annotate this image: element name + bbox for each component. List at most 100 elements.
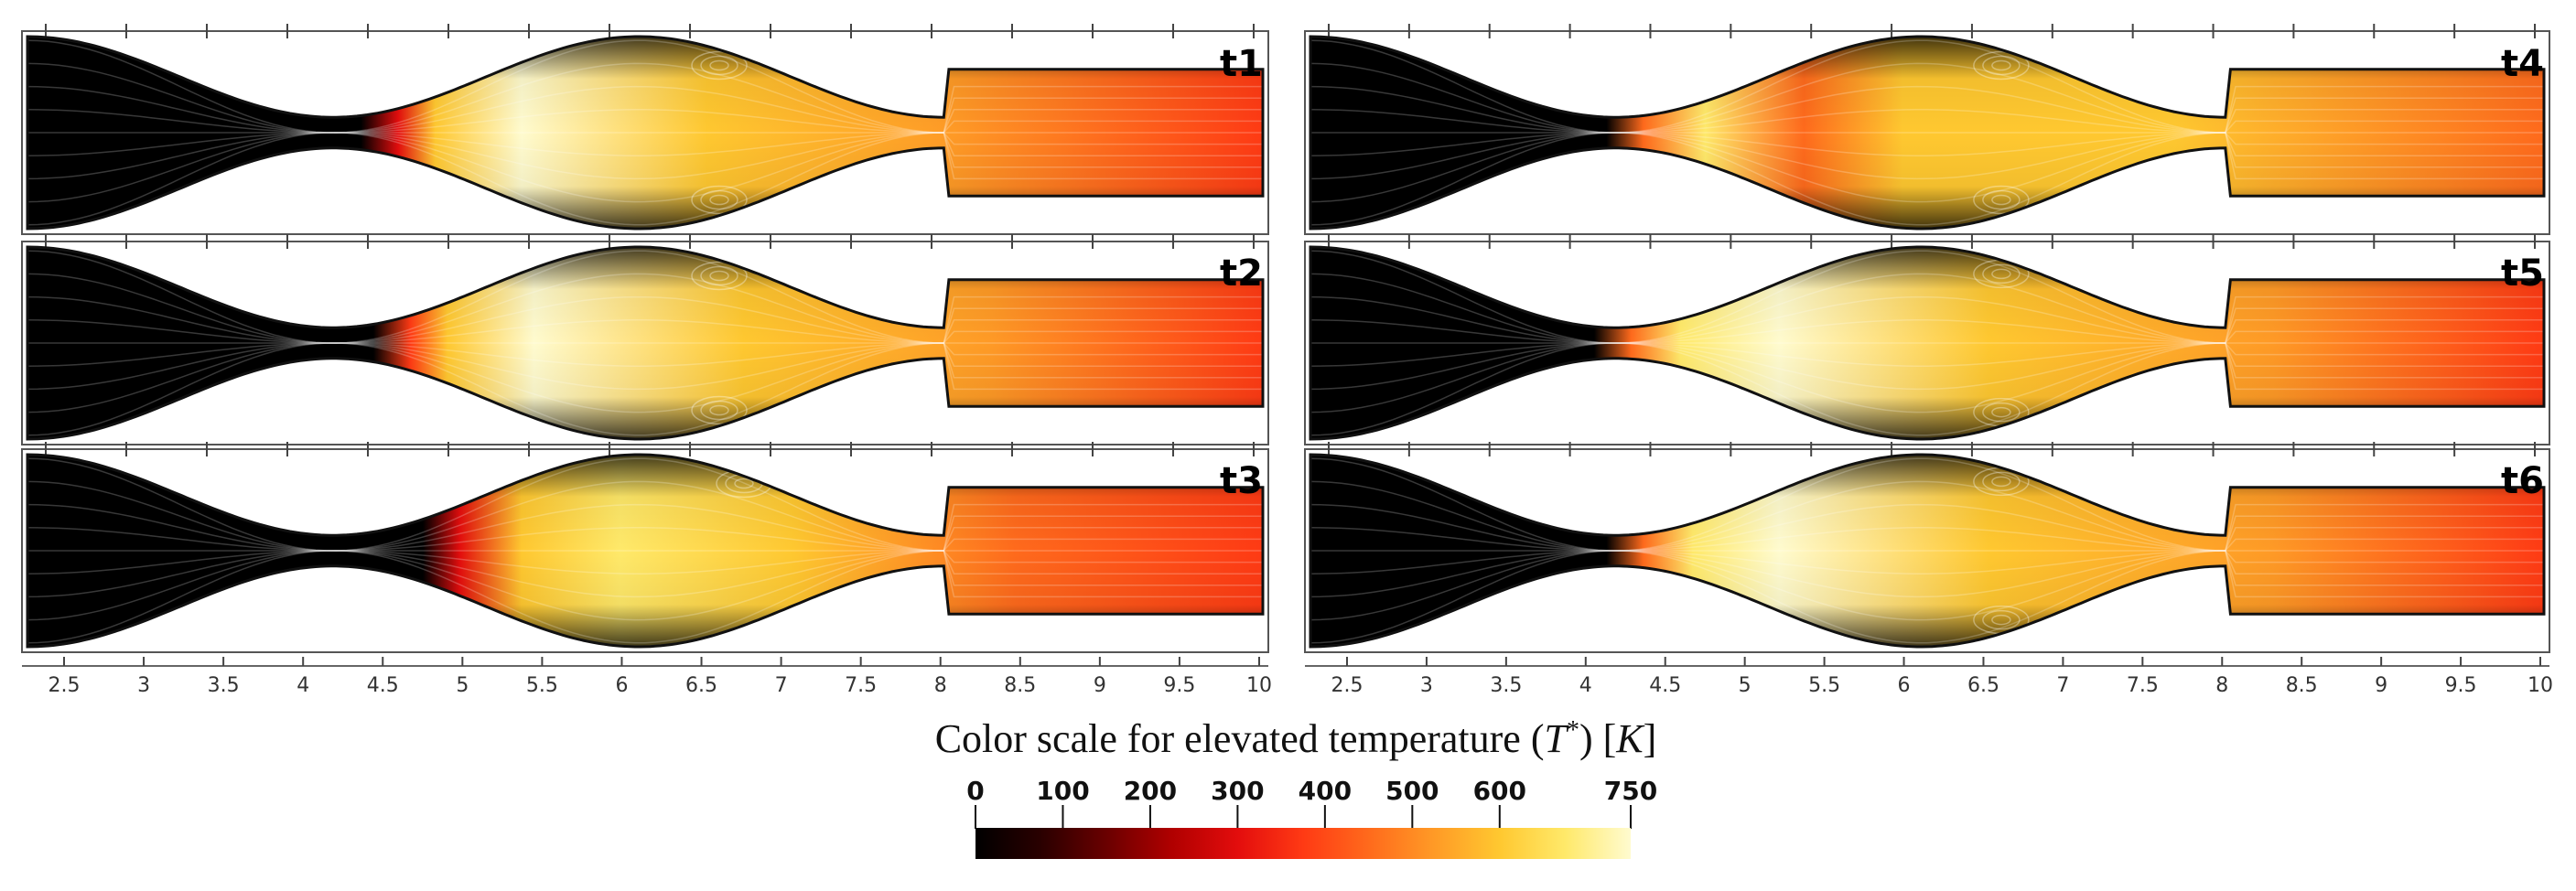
streamline bbox=[1310, 62, 2544, 134]
panel-frame bbox=[21, 241, 1269, 446]
simulation-panel-t2 bbox=[21, 234, 1269, 446]
streamline bbox=[27, 342, 1263, 436]
legend-tick-label: 500 bbox=[1385, 776, 1439, 806]
axis-tick-label: 3.5 bbox=[208, 674, 240, 697]
axis-tick-label: 8.5 bbox=[2286, 674, 2318, 697]
axis-tick-label: 7 bbox=[2056, 674, 2069, 697]
streamline bbox=[1310, 527, 2544, 552]
streamline bbox=[27, 342, 1263, 413]
recirculation-eddy bbox=[332, 472, 390, 502]
streamline bbox=[27, 457, 1263, 552]
streamline bbox=[27, 550, 1263, 598]
panel-label-t1: t1 bbox=[1220, 43, 1263, 85]
legend-color-bar bbox=[975, 828, 1631, 859]
recirculation-eddy bbox=[709, 59, 729, 71]
panel-label-t5: t5 bbox=[2501, 252, 2544, 295]
recirculation-eddy bbox=[700, 265, 738, 286]
streamline bbox=[27, 273, 1263, 344]
axis-tick-label: 10 bbox=[2527, 674, 2553, 697]
recirculation-eddy bbox=[1982, 471, 2021, 492]
simulation-panel-t3 bbox=[21, 442, 1269, 653]
x-axis-left: 2.5 3 3.5 4 4.5 5 5.5 6 6.5 7 7.5 8 8.5 9 9.5 10 bbox=[22, 657, 1272, 697]
axis-tick-label: 3.5 bbox=[1490, 674, 1522, 697]
streamline bbox=[27, 250, 1263, 344]
recirculation-eddy bbox=[1991, 406, 2011, 418]
recirculation-eddy bbox=[341, 477, 381, 498]
recirculation-eddy bbox=[1973, 50, 2030, 81]
recirculation-eddy bbox=[1991, 194, 2011, 206]
recirculation-eddy bbox=[1991, 614, 2011, 626]
simulation-panel-t5 bbox=[1304, 234, 2550, 446]
axis-tick-label: 8.5 bbox=[1004, 674, 1036, 697]
streamline bbox=[1310, 342, 2544, 367]
temperature-field bbox=[1310, 37, 2544, 229]
streamline bbox=[27, 319, 1263, 344]
legend-tick-label: 400 bbox=[1299, 776, 1352, 806]
recirculation-eddy bbox=[734, 478, 754, 489]
streamline bbox=[1310, 319, 2544, 344]
axis-tick-label: 9.5 bbox=[1163, 674, 1195, 697]
recirculation-eddy bbox=[292, 55, 331, 76]
streamline bbox=[1310, 480, 2544, 552]
recirculation-eddy bbox=[320, 261, 377, 291]
streamline bbox=[1310, 503, 2544, 552]
axis-tick-label: 6 bbox=[1898, 674, 1911, 697]
panel-frame bbox=[1304, 448, 2550, 653]
recirculation-eddy bbox=[283, 185, 340, 215]
axis-tick-label: 6 bbox=[615, 674, 628, 697]
recirculation-eddy bbox=[350, 481, 372, 493]
panel-label-t4: t4 bbox=[2501, 43, 2544, 85]
streamline bbox=[1310, 550, 2544, 574]
channel-wall bbox=[1309, 35, 2546, 231]
axis-tick-label: 10 bbox=[1246, 674, 1272, 697]
recirculation-eddy bbox=[320, 395, 377, 425]
right-panel-column: 2.5 3 3.5 4 4.5 5 5.5 6 6.5 7 7.5 8 8.5 9 9.5 10 bbox=[1304, 24, 2553, 697]
axis-tick-label: 4 bbox=[1579, 674, 1592, 697]
streamline bbox=[1310, 132, 2544, 156]
temperature-field bbox=[27, 455, 1263, 647]
legend-tick-label: 750 bbox=[1604, 776, 1657, 806]
panel-label-t6: t6 bbox=[2501, 460, 2544, 502]
legend-tick-labels: 0 100 200 300 400 500 600 750 bbox=[966, 776, 1657, 829]
axis-tick-label: 2.5 bbox=[49, 674, 81, 697]
streamline bbox=[1310, 273, 2544, 344]
panel-frame bbox=[21, 448, 1269, 653]
streamline bbox=[27, 550, 1263, 621]
axis-tick-label: 5 bbox=[456, 674, 469, 697]
channel-wall bbox=[26, 35, 1265, 231]
axis-tick-label: 7.5 bbox=[2127, 674, 2159, 697]
streamline bbox=[1310, 342, 2544, 391]
streamline bbox=[1310, 39, 2544, 134]
recirculation-eddy bbox=[691, 185, 748, 215]
recirculation-eddy bbox=[283, 50, 340, 81]
legend-tick-label: 200 bbox=[1124, 776, 1177, 806]
axis-tick-label: 4.5 bbox=[367, 674, 399, 697]
axis-tick-label: 9 bbox=[2375, 674, 2387, 697]
recirculation-eddy bbox=[341, 604, 381, 625]
axis-tick-label: 9.5 bbox=[2445, 674, 2477, 697]
recirculation-eddy bbox=[709, 194, 729, 206]
recirculation-eddy bbox=[700, 55, 738, 76]
recirculation-eddy bbox=[709, 270, 729, 282]
axis-tick-label: 8 bbox=[2215, 674, 2228, 697]
streamline bbox=[27, 62, 1263, 134]
streamline bbox=[1310, 342, 2544, 436]
axis-tick-label: 6.5 bbox=[685, 674, 717, 697]
streamline bbox=[1310, 295, 2544, 344]
panel-label-t3: t3 bbox=[1220, 460, 1263, 502]
axis-tick-label: 7.5 bbox=[845, 674, 877, 697]
recirculation-eddy bbox=[691, 395, 748, 425]
recirculation-eddy bbox=[339, 404, 359, 416]
panel-frame bbox=[21, 30, 1269, 235]
axis-tick-label: 5.5 bbox=[526, 674, 558, 697]
temperature-field bbox=[1310, 455, 2544, 647]
recirculation-eddy bbox=[292, 189, 331, 210]
recirculation-eddy bbox=[332, 599, 390, 629]
streamline bbox=[1310, 132, 2544, 180]
recirculation-eddy bbox=[709, 404, 729, 416]
recirculation-eddy bbox=[329, 400, 368, 421]
streamline bbox=[27, 132, 1263, 180]
streamline bbox=[1310, 132, 2544, 203]
temperature-field bbox=[27, 37, 1263, 229]
